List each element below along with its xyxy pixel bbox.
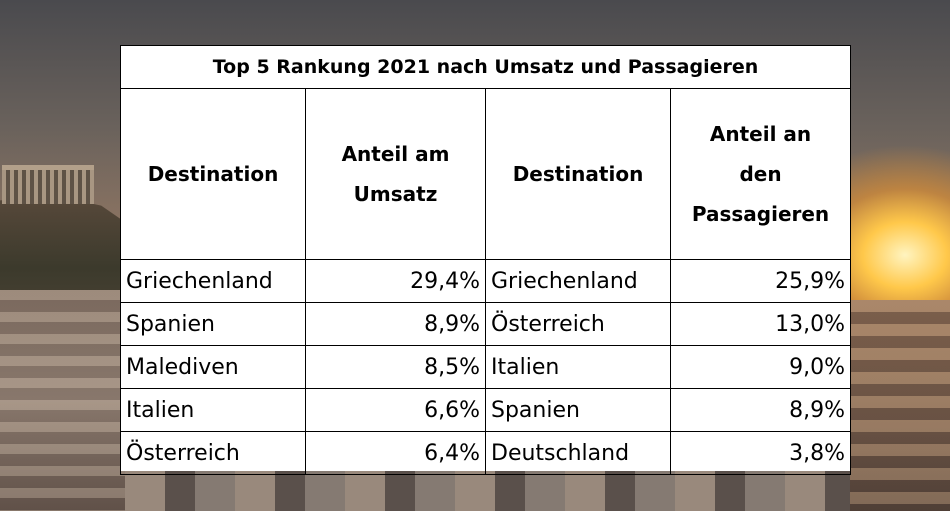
- header-revenue-share-line2: Umsatz: [353, 182, 438, 206]
- revenue-share-cell: 8,5%: [305, 345, 486, 389]
- passenger-share-cell: 8,9%: [669, 388, 852, 432]
- city-rooftops-bottom: [125, 470, 850, 511]
- table-row: Italien 6,6% Spanien 8,9%: [120, 388, 852, 432]
- revenue-destination-cell: Österreich: [120, 431, 306, 475]
- header-revenue-share-line1: Anteil am: [341, 142, 450, 166]
- revenue-share-cell: 6,4%: [305, 431, 486, 475]
- passenger-destination-cell: Deutschland: [485, 431, 671, 475]
- table-row: Malediven 8,5% Italien 9,0%: [120, 345, 852, 389]
- ranking-table-card: Top 5 Rankung 2021 nach Umsatz und Passa…: [119, 45, 852, 475]
- revenue-destination-cell: Malediven: [120, 345, 306, 389]
- table-row: Griechenland 29,4% Griechenland 25,9%: [120, 259, 852, 303]
- revenue-destination-cell: Griechenland: [120, 259, 306, 303]
- passenger-destination-cell: Spanien: [485, 388, 671, 432]
- city-buildings-left: [0, 290, 125, 511]
- table-row: Österreich 6,4% Deutschland 3,8%: [120, 431, 852, 475]
- passenger-destination-cell: Italien: [485, 345, 671, 389]
- passenger-share-cell: 3,8%: [669, 431, 852, 475]
- header-revenue-share: Anteil am Umsatz: [305, 88, 486, 260]
- revenue-destination-cell: Italien: [120, 388, 306, 432]
- header-passenger-share-line2: den: [739, 162, 782, 186]
- city-buildings-right: [850, 300, 950, 511]
- revenue-destination-cell: Spanien: [120, 302, 306, 346]
- header-destination-revenue: Destination: [120, 88, 306, 260]
- ranking-table: Top 5 Rankung 2021 nach Umsatz und Passa…: [119, 45, 852, 475]
- table-row: Spanien 8,9% Österreich 13,0%: [120, 302, 852, 346]
- passenger-destination-cell: Österreich: [485, 302, 671, 346]
- revenue-share-cell: 8,9%: [305, 302, 486, 346]
- table-title: Top 5 Rankung 2021 nach Umsatz und Passa…: [119, 45, 852, 89]
- passenger-share-cell: 9,0%: [669, 345, 852, 389]
- revenue-share-cell: 6,6%: [305, 388, 486, 432]
- header-passenger-share-line3: Passagieren: [691, 202, 830, 226]
- header-destination-passengers: Destination: [485, 88, 671, 260]
- header-passenger-share: Anteil an den Passagieren: [669, 88, 852, 260]
- table-header-row: Destination Anteil am Umsatz Destination…: [120, 88, 852, 260]
- header-passenger-share-line1: Anteil an: [709, 122, 812, 146]
- passenger-share-cell: 13,0%: [669, 302, 852, 346]
- passenger-destination-cell: Griechenland: [485, 259, 671, 303]
- revenue-share-cell: 29,4%: [305, 259, 486, 303]
- parthenon-silhouette: [2, 165, 94, 204]
- passenger-share-cell: 25,9%: [669, 259, 852, 303]
